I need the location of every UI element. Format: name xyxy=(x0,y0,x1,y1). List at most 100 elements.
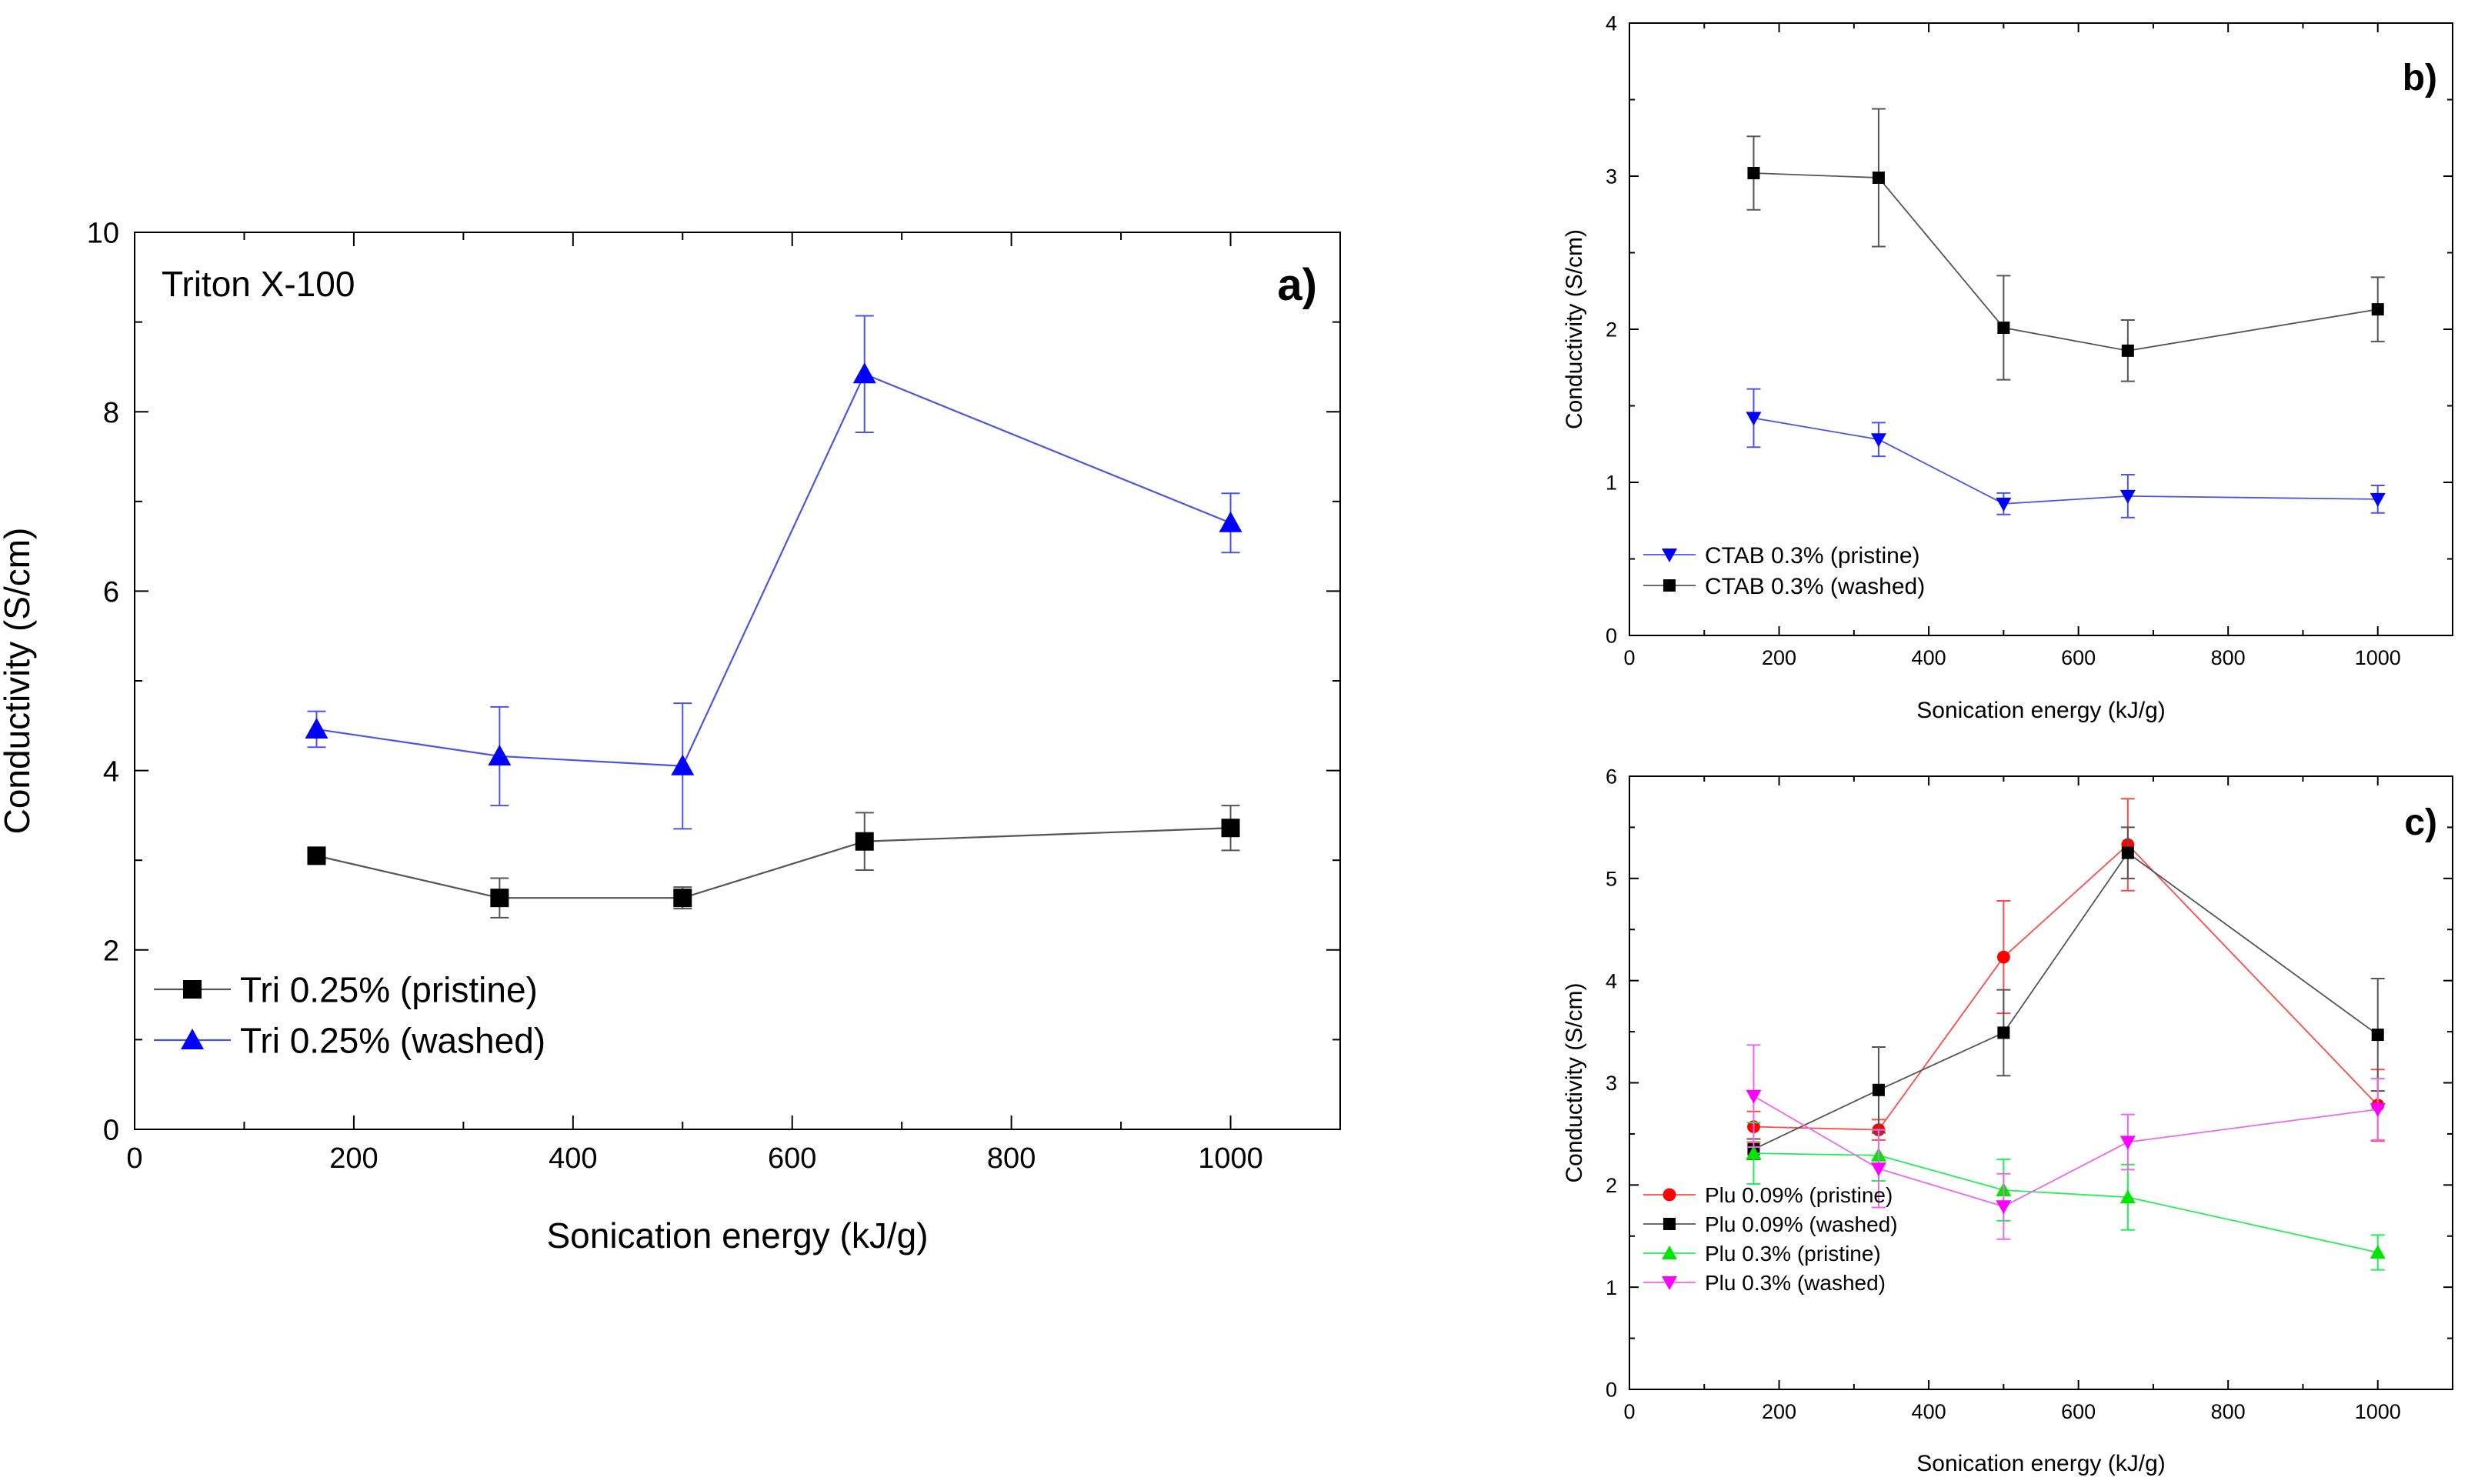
x-tick-label: 1000 xyxy=(1198,1142,1263,1175)
legend-label: Plu 0.3% (washed) xyxy=(1705,1271,1886,1295)
x-tick-label: 400 xyxy=(1912,646,1946,669)
series-1 xyxy=(305,315,1242,830)
data-point xyxy=(1219,511,1242,532)
y-tick-label: 0 xyxy=(1606,1379,1617,1402)
y-tick-label: 2 xyxy=(1606,1174,1617,1197)
series-line xyxy=(316,827,1231,899)
y-tick-label: 5 xyxy=(1606,868,1617,891)
x-tick-label: 600 xyxy=(2061,1400,2096,1423)
panel-label: b) xyxy=(2403,58,2437,98)
y-tick-label: 4 xyxy=(1606,969,1617,992)
data-point xyxy=(1996,950,2010,964)
legend-marker xyxy=(181,1029,204,1049)
legend-marker xyxy=(1662,1276,1677,1290)
panel-a-chart: 0 200 400 600 800 1000 0 2 4 6 8 10 Sonication energ… xyxy=(0,218,1341,1256)
series-0 xyxy=(1746,388,2386,519)
legend-marker xyxy=(1663,1188,1676,1202)
data-point xyxy=(305,717,329,739)
legend-marker xyxy=(1663,1218,1676,1230)
data-point xyxy=(1221,819,1240,838)
x-tick-label: 1000 xyxy=(2355,646,2401,669)
data-point xyxy=(1746,1089,1762,1104)
legend: CTAB 0.3% (pristine) CTAB 0.3% (washed) xyxy=(1643,543,1925,599)
y-tick-label: 0 xyxy=(103,1115,119,1147)
series-3 xyxy=(1746,1044,2386,1240)
data-point xyxy=(1746,1146,1762,1160)
x-tick-label: 600 xyxy=(2061,646,2096,669)
data-point xyxy=(1997,1026,2010,1039)
y-tick-label: 3 xyxy=(1606,165,1617,188)
data-point xyxy=(2119,489,2136,504)
data-point xyxy=(1870,1162,1886,1177)
y-tick-label: 0 xyxy=(1606,625,1617,648)
x-axis-label: Sonication energy (kJ/g) xyxy=(1916,698,2166,723)
y-tick-label: 6 xyxy=(103,576,119,609)
data-point xyxy=(855,832,874,851)
series-1 xyxy=(1746,826,2385,1161)
data-point xyxy=(1746,412,1762,426)
x-tick-label: 0 xyxy=(126,1142,142,1175)
x-tick-label: 400 xyxy=(549,1142,597,1175)
chart-annotation: Triton X-100 xyxy=(162,264,355,304)
legend-label: Tri 0.25% (washed) xyxy=(240,1021,545,1061)
series-line xyxy=(1753,852,2379,1150)
legend-label: CTAB 0.3% (pristine) xyxy=(1705,543,1920,569)
series-line xyxy=(1753,417,2378,505)
y-tick-label: 4 xyxy=(1606,12,1617,35)
x-tick-label: 800 xyxy=(987,1142,1036,1175)
legend-marker xyxy=(1663,579,1676,592)
x-tick-label: 1000 xyxy=(2355,1400,2401,1423)
panel-c-chart: 0 200 400 600 800 1000 0 1 2 3 4 5 6 Sonication energ… xyxy=(1562,765,2453,1476)
x-tick-label: 400 xyxy=(1912,1400,1946,1423)
series-line xyxy=(316,372,1231,767)
data-point xyxy=(2371,303,2384,316)
legend-label: Plu 0.09% (pristine) xyxy=(1705,1183,1893,1207)
x-tick-label: 800 xyxy=(2211,646,2246,669)
data-point xyxy=(490,889,509,908)
data-point xyxy=(2119,1136,2136,1150)
y-tick-label: 2 xyxy=(103,935,119,967)
data-point xyxy=(2121,846,2134,859)
x-tick-label: 200 xyxy=(1762,1400,1796,1423)
y-tick-label: 1 xyxy=(1606,1276,1617,1299)
x-tick-label: 0 xyxy=(1623,1400,1635,1423)
data-point xyxy=(671,754,695,775)
y-tick-label: 10 xyxy=(87,218,119,250)
legend-label: Plu 0.09% (washed) xyxy=(1705,1212,1898,1236)
data-point xyxy=(307,846,326,865)
data-point xyxy=(1747,167,1760,180)
data-point xyxy=(2371,1029,2384,1042)
x-tick-label: 200 xyxy=(329,1142,378,1175)
x-tick-label: 200 xyxy=(1762,646,1796,669)
legend-label: Plu 0.3% (pristine) xyxy=(1705,1242,1881,1266)
y-axis-label: Conductivity (S/cm) xyxy=(0,528,37,835)
legend-marker xyxy=(183,980,202,999)
data-point xyxy=(2370,492,2386,507)
series-1 xyxy=(1746,108,2385,382)
data-point xyxy=(673,889,692,908)
y-tick-label: 6 xyxy=(1606,765,1617,789)
y-tick-label: 2 xyxy=(1606,318,1617,342)
x-tick-label: 0 xyxy=(1623,646,1635,669)
series-0 xyxy=(307,805,1240,919)
data-point xyxy=(488,744,512,765)
y-tick-label: 4 xyxy=(103,755,119,788)
x-tick-label: 800 xyxy=(2211,1400,2246,1423)
x-axis-label: Sonication energy (kJ/g) xyxy=(1916,1451,2166,1476)
data-point xyxy=(1872,171,1885,184)
legend-marker xyxy=(1662,549,1677,562)
data-point xyxy=(1996,1200,2012,1215)
data-point xyxy=(1996,497,2012,512)
x-axis-label: Sonication energy (kJ/g) xyxy=(546,1216,928,1256)
y-axis-label: Conductivity (S/cm) xyxy=(1562,229,1587,429)
legend-label: Tri 0.25% (pristine) xyxy=(240,970,538,1010)
series-line xyxy=(1753,843,2379,1131)
panel-b-chart: 0 200 400 600 800 1000 0 1 2 3 4 Sonication energy … xyxy=(1562,12,2453,723)
data-point xyxy=(1870,433,1886,448)
y-axis-label: Conductivity (S/cm) xyxy=(1562,982,1587,1182)
legend-marker xyxy=(1662,1246,1677,1259)
data-point xyxy=(2370,1103,2386,1118)
data-point xyxy=(2370,1245,2386,1259)
data-point xyxy=(2119,1189,2136,1204)
